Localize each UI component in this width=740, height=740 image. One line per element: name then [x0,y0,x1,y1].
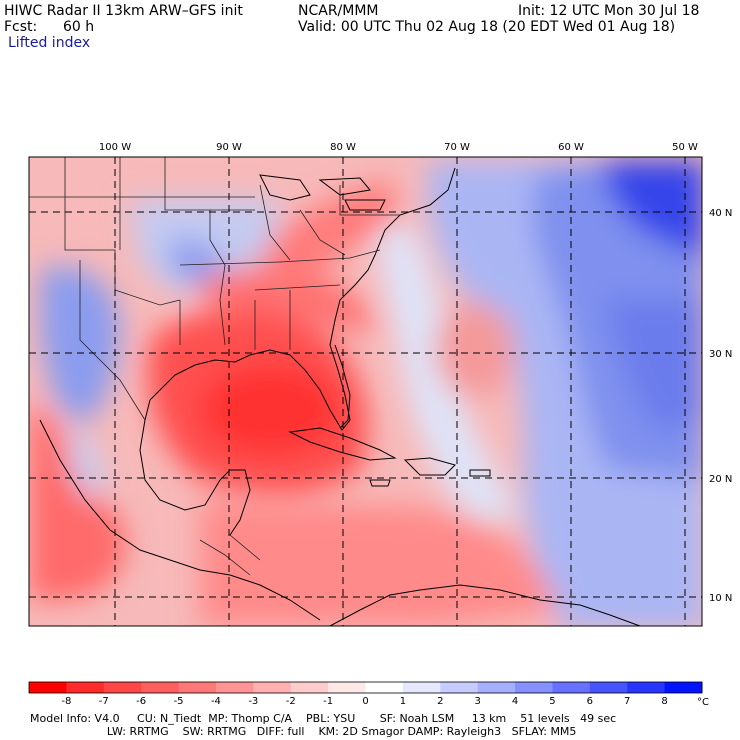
colorbar-label: 0 [362,696,368,707]
colorbar-label: 8 [661,696,667,707]
map-frame [28,156,703,627]
colorbar-swatch [664,682,703,693]
colorbar-unit: °C [697,697,709,708]
colorbar-swatch [328,682,366,693]
colorbar-label: -6 [136,696,146,707]
lon-label: 80 W [330,142,356,153]
model-title: HIWC Radar II 13km ARW–GFS init [4,3,243,19]
colorbar-swatch [515,682,553,693]
colorbar-label: -2 [286,696,296,707]
colorbar-label: -8 [61,696,71,707]
lat-label: 20 N [709,474,732,485]
longitude-labels: 100 W 90 W 80 W 70 W 60 W 50 W [99,142,698,153]
colorbar-swatch [365,682,404,693]
colorbar-frame [28,681,703,694]
political-borders [29,157,400,576]
valid-time: Valid: 00 UTC Thu 02 Aug 18 (20 EDT Wed … [298,19,676,35]
colorbar-label: -5 [174,696,184,707]
lat-label: 40 N [709,208,732,219]
forecast-hours: 60 h [63,19,95,35]
colorbar-label: -7 [99,696,109,707]
colorbar: -8 -7 -6 -5 -4 -3 -2 -1 0 1 2 3 4 5 6 7 8 [28,681,703,707]
field-name: Lifted index [8,35,91,51]
colorbar-swatch [402,682,441,693]
lon-label: 90 W [216,142,242,153]
colorbar-swatch [477,682,516,693]
colorbar-label: 4 [512,696,518,707]
lat-label: 30 N [709,349,732,360]
colorbar-swatch [215,682,254,693]
colorbar-swatch [440,682,479,693]
colorbar-swatch [178,682,217,693]
lat-label: 10 N [709,593,732,604]
colorbar-label: -1 [323,696,333,707]
colorbar-label: 2 [437,696,443,707]
latitude-labels: 40 N 30 N 20 N 10 N [709,208,732,604]
colorbar-label: 6 [587,696,593,707]
coastlines [39,167,641,626]
model-info-line1: Model Info: V4.0 CU: N_Tiedt MP: Thomp C… [30,712,617,725]
lon-label: 50 W [672,142,698,153]
colorbar-label: 5 [549,696,555,707]
graticule [29,157,702,626]
lifted-index-field [29,157,702,626]
colorbar-label: 3 [474,696,480,707]
colorbar-label: 1 [400,696,406,707]
lon-label: 70 W [444,142,470,153]
colorbar-swatch [141,682,180,693]
forecast-label: Fcst: [4,19,38,35]
colorbar-swatch [627,682,666,693]
colorbar-swatch [290,682,329,693]
model-info-line2: LW: RRTMG SW: RRTMG DIFF: full KM: 2D Sm… [30,725,577,738]
colorbar-swatch [103,682,142,693]
lon-label: 100 W [99,142,131,153]
colorbar-label: -4 [211,696,221,707]
colorbar-swatch [29,682,67,693]
colorbar-swatch [253,682,292,693]
colorbar-label: -3 [248,696,258,707]
colorbar-label: 7 [624,696,630,707]
colorbar-swatch [552,682,591,693]
lon-label: 60 W [558,142,584,153]
colorbar-swatch [589,682,628,693]
colorbar-swatch [66,682,105,693]
org-label: NCAR/MMM [298,3,379,19]
init-time: Init: 12 UTC Mon 30 Jul 18 [518,3,700,19]
